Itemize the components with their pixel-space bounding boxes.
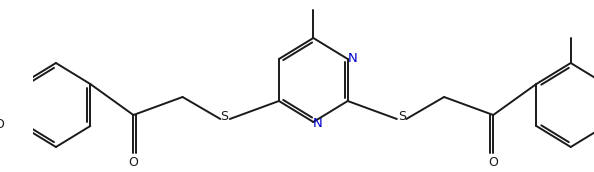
Text: N: N [313,116,323,130]
Text: O: O [128,157,138,169]
Text: N: N [347,51,358,64]
Text: S: S [399,110,406,122]
Text: O: O [0,117,4,131]
Text: O: O [488,157,498,169]
Text: S: S [220,110,228,122]
